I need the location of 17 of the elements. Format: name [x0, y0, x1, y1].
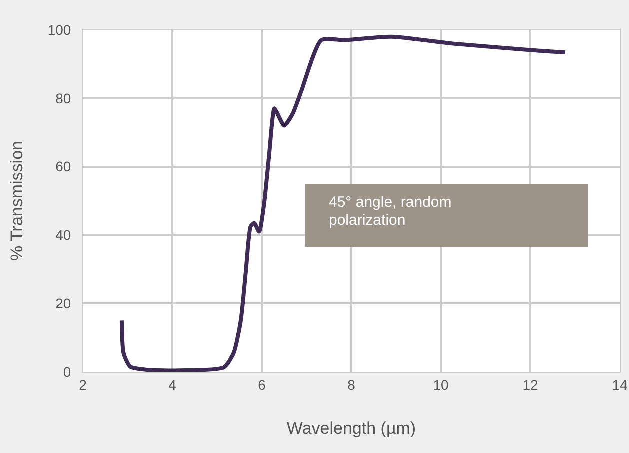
- x-tick-label: 14: [612, 376, 628, 393]
- y-tick-label: 60: [56, 158, 72, 175]
- x-tick-label: 12: [522, 376, 538, 393]
- y-tick-label: 80: [56, 90, 72, 106]
- x-tick-label: 4: [168, 376, 177, 393]
- line-series: [120, 34, 568, 372]
- x-tick-label: 2: [79, 376, 88, 393]
- x-tick-label: 8: [348, 376, 356, 393]
- y-tick-label: 100: [48, 22, 72, 38]
- x-axis-title: Wavelength (µm): [286, 419, 416, 438]
- y-tick-label: 20: [56, 296, 72, 312]
- x-tick-label: 10: [433, 376, 449, 393]
- callout-box: 45° angle, random polarization: [305, 184, 588, 247]
- y-tick-label: 40: [56, 227, 72, 244]
- y-axis-title: % Transmission: [7, 141, 26, 261]
- y-tick-label: 0: [63, 364, 72, 380]
- x-tick-label: 6: [258, 376, 266, 393]
